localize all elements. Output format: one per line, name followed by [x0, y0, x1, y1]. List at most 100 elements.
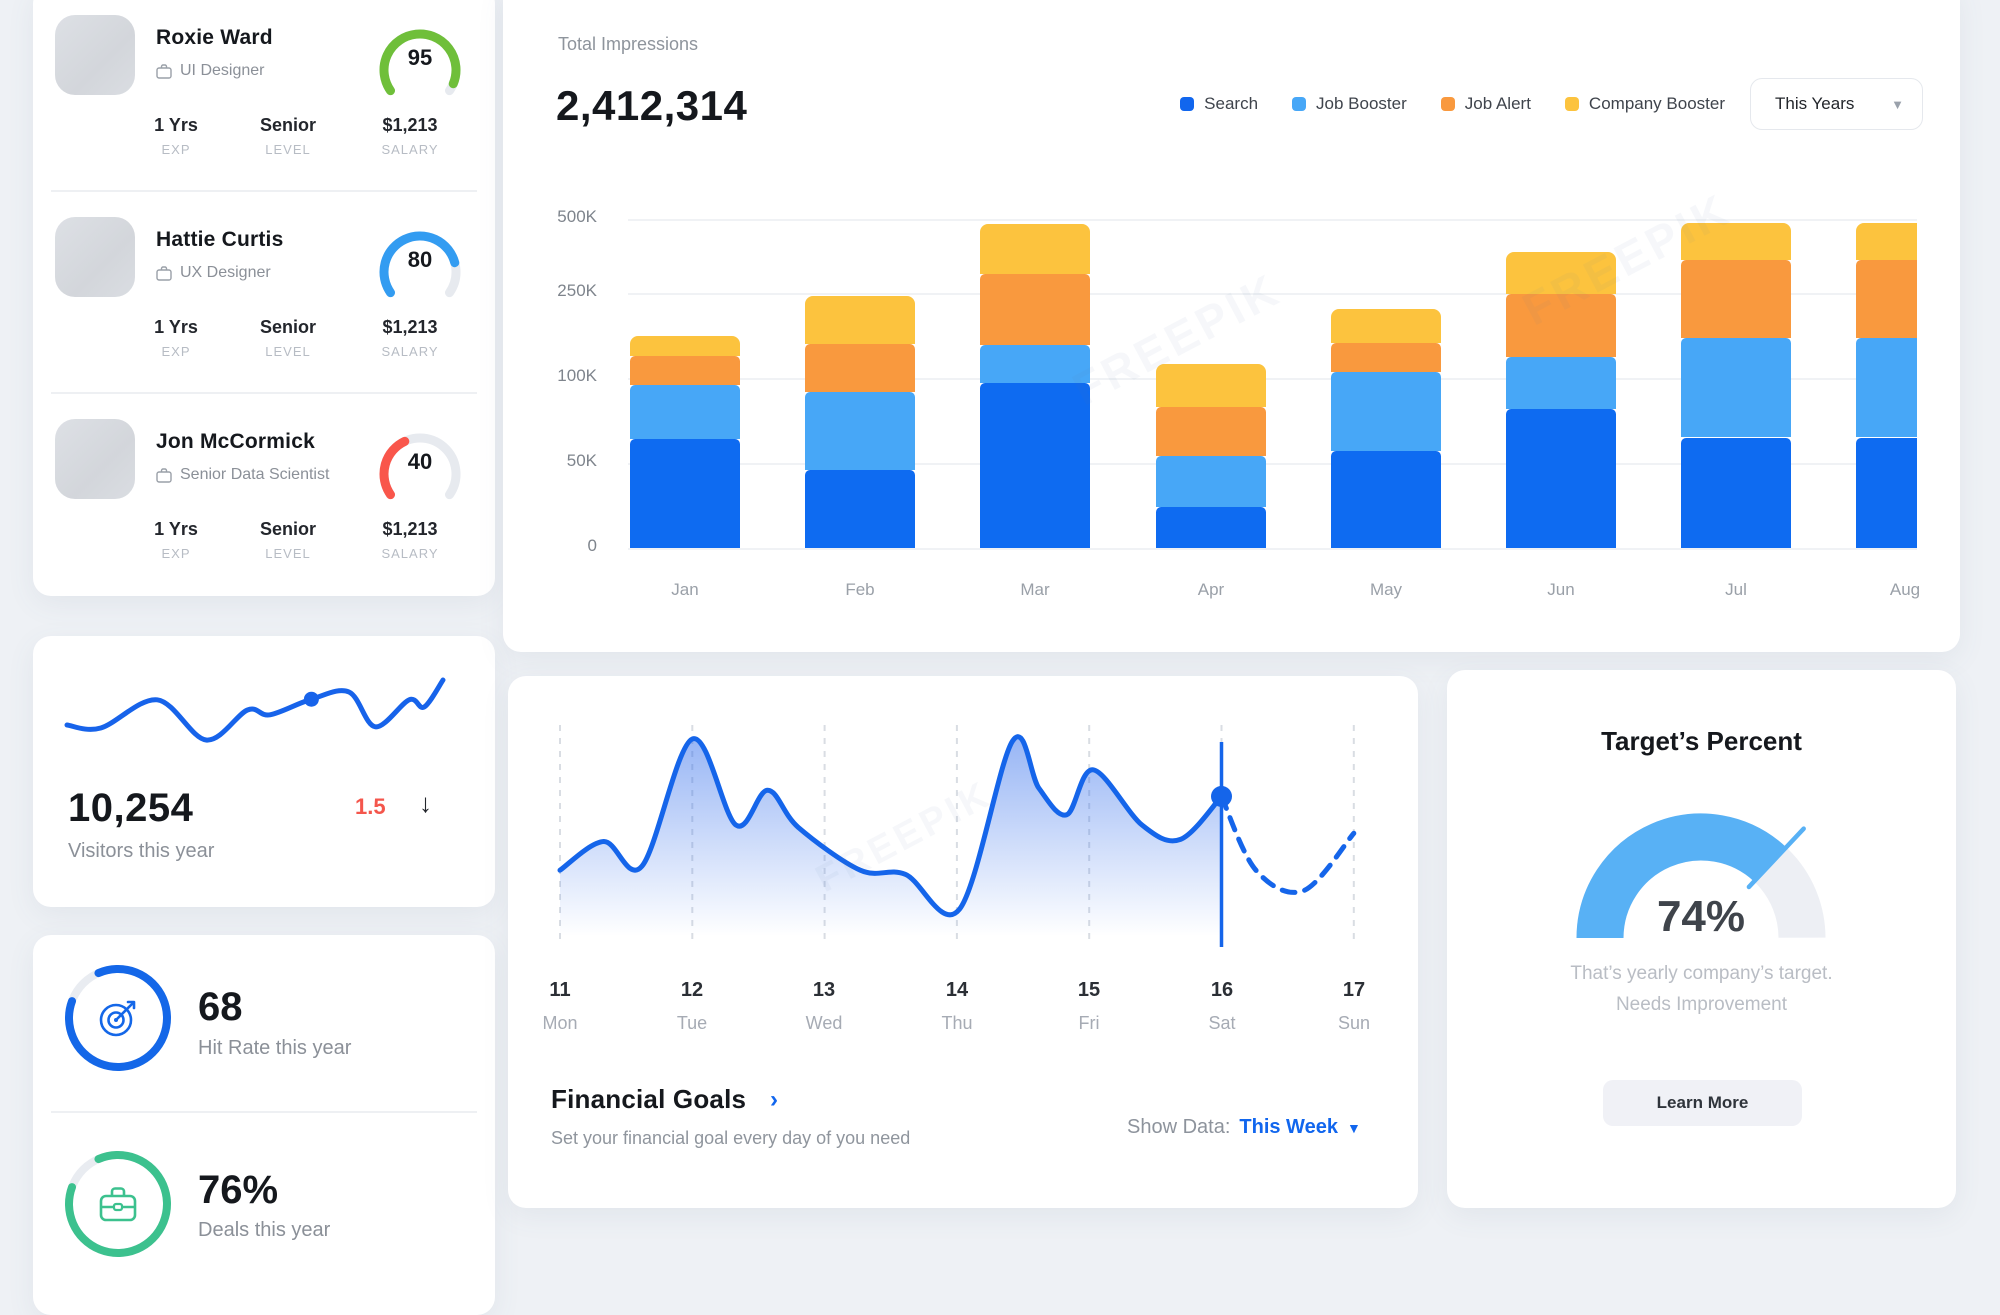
bar-Feb-company-booster[interactable]	[805, 295, 915, 344]
y-axis-tick: 250K	[557, 281, 597, 300]
period-dropdown[interactable]: This Years ▼	[1750, 78, 1923, 130]
hit-rate-value: 68	[198, 985, 243, 1029]
day-name: Tue	[676, 1013, 708, 1033]
bar-Jun-company-booster[interactable]	[1506, 252, 1616, 294]
bar-Jun-search[interactable]	[1506, 408, 1616, 548]
stat-level: Senior LEVEL	[259, 115, 316, 157]
day-number: 12	[680, 979, 704, 1001]
bar-Apr-search[interactable]	[1156, 507, 1266, 548]
legend-item-job-alert[interactable]: Job Alert	[1440, 94, 1531, 114]
target-percent-card: Target’s Percent 74% That’s yearly compa…	[1447, 670, 1956, 1208]
visitors-value: 10,254	[68, 786, 194, 830]
bar-Aug-search[interactable]	[1856, 437, 1917, 548]
bar-Jan-company-booster[interactable]	[630, 336, 740, 357]
show-data-value: This Week	[1239, 1116, 1338, 1138]
learn-more-button[interactable]: Learn More	[1603, 1080, 1802, 1126]
bar-Mar-company-booster[interactable]	[980, 223, 1090, 275]
bar-Jan-job-alert[interactable]	[630, 356, 740, 385]
score-gauge	[374, 428, 466, 510]
briefcase-icon	[156, 265, 172, 281]
x-axis-label: Jun	[1547, 580, 1575, 599]
day-name: Thu	[941, 1013, 973, 1033]
legend-swatch	[1564, 97, 1579, 111]
stat-salary: $1,213 SALARY	[381, 519, 439, 561]
period-dropdown-value: This Years	[1775, 94, 1855, 113]
score-gauge	[374, 24, 466, 106]
bar-Apr-company-booster[interactable]	[1156, 364, 1266, 407]
bar-Jan-job-booster[interactable]	[630, 384, 740, 440]
bar-Apr-job-alert[interactable]	[1156, 406, 1266, 457]
bar-Mar-job-booster[interactable]	[980, 344, 1090, 384]
chevron-right-icon[interactable]: ›	[770, 1086, 778, 1113]
legend-item-company-booster[interactable]: Company Booster	[1564, 94, 1725, 114]
bar-Aug-company-booster[interactable]	[1856, 223, 1917, 260]
bar-May-job-booster[interactable]	[1331, 372, 1441, 452]
bar-Feb-search[interactable]	[805, 469, 915, 548]
bar-May-job-alert[interactable]	[1331, 343, 1441, 373]
stat-level: Senior LEVEL	[259, 519, 316, 561]
bar-Mar-search[interactable]	[980, 383, 1090, 548]
financial-goals-subtitle: Set your financial goal every day of you…	[551, 1128, 911, 1148]
visitors-delta: 1.5	[355, 794, 386, 819]
bar-Apr-job-booster[interactable]	[1156, 456, 1266, 508]
hit-rate-label: Hit Rate this year	[198, 1037, 352, 1059]
day-number: 15	[1077, 979, 1101, 1001]
bar-Jan-search[interactable]	[630, 439, 740, 548]
arrow-down-icon: ↓	[419, 788, 432, 818]
legend-item-job-booster[interactable]: Job Booster	[1292, 94, 1407, 114]
day-number: 13	[812, 979, 836, 1001]
caret-down-icon: ▼	[1891, 96, 1904, 112]
deals-value: 76%	[198, 1168, 279, 1212]
show-data-selector[interactable]: Show Data: This Week ▼	[1127, 1116, 1361, 1139]
stat-experience: 1 Yrs EXP	[154, 317, 198, 359]
bar-Jul-job-booster[interactable]	[1681, 337, 1791, 438]
legend-label: Job Alert	[1464, 94, 1531, 113]
bar-May-company-booster[interactable]	[1331, 308, 1441, 344]
target-desc-line2: Needs Improvement	[1615, 994, 1788, 1015]
employee-list-panel: Roxie Ward UI Designer 95 1 Yrs EXP Seni…	[33, 0, 495, 596]
visitors-sparkline-chart	[64, 677, 446, 743]
employee-role: Senior Data Scientist	[156, 466, 329, 484]
bar-May-search[interactable]	[1331, 451, 1441, 548]
score-gauge	[374, 226, 466, 308]
employee-role-label: Senior Data Scientist	[180, 466, 330, 483]
day-number: 16	[1210, 979, 1234, 1001]
score-value: 95	[407, 45, 433, 70]
employee-role: UX Designer	[156, 264, 271, 282]
x-axis-label: May	[1369, 580, 1403, 599]
stat-salary: $1,213 SALARY	[381, 317, 439, 359]
gridline	[628, 219, 1917, 221]
employee-role: UI Designer	[156, 62, 264, 80]
target-gauge	[1576, 813, 1826, 939]
employee-row[interactable]: Hattie Curtis UX Designer 80 1 Yrs EXP S…	[33, 202, 495, 402]
bar-Jun-job-alert[interactable]	[1506, 293, 1616, 358]
bar-Jul-job-alert[interactable]	[1681, 260, 1791, 338]
gridline	[628, 463, 1917, 465]
day-number: 14	[945, 979, 969, 1001]
divider	[51, 190, 477, 192]
y-axis-tick: 50K	[566, 451, 597, 470]
visitors-label: Visitors this year	[68, 840, 215, 862]
kpi-card: 68 Hit Rate this year 76% Deals this yea…	[33, 935, 495, 1315]
day-number: 11	[549, 979, 571, 1001]
bar-Feb-job-alert[interactable]	[805, 344, 915, 392]
briefcase-icon	[156, 63, 172, 79]
legend-item-search[interactable]: Search	[1180, 94, 1258, 114]
employee-role-label: UI Designer	[180, 62, 265, 79]
employee-row[interactable]: Roxie Ward UI Designer 95 1 Yrs EXP Seni…	[33, 0, 495, 200]
bar-Jul-company-booster[interactable]	[1681, 223, 1791, 261]
bar-Aug-job-alert[interactable]	[1856, 259, 1917, 338]
bar-Jun-job-booster[interactable]	[1506, 357, 1616, 409]
bar-Jul-search[interactable]	[1681, 437, 1791, 548]
financial-goals-card: 11 12 13 14 15 16 17 Mon Tue Wed Thu Fri…	[508, 676, 1418, 1208]
show-data-label: Show Data:	[1127, 1116, 1231, 1138]
target-title: Target’s Percent	[1601, 726, 1802, 756]
bar-Feb-job-booster[interactable]	[805, 391, 915, 470]
day-name: Wed	[805, 1013, 843, 1033]
employee-row[interactable]: Jon McCormick Senior Data Scientist 40 1…	[33, 404, 495, 604]
bar-Mar-job-alert[interactable]	[980, 274, 1090, 345]
legend-label: Job Booster	[1316, 94, 1407, 113]
legend-swatch	[1180, 97, 1195, 111]
bar-Aug-job-booster[interactable]	[1856, 337, 1917, 438]
avatar	[55, 15, 135, 95]
